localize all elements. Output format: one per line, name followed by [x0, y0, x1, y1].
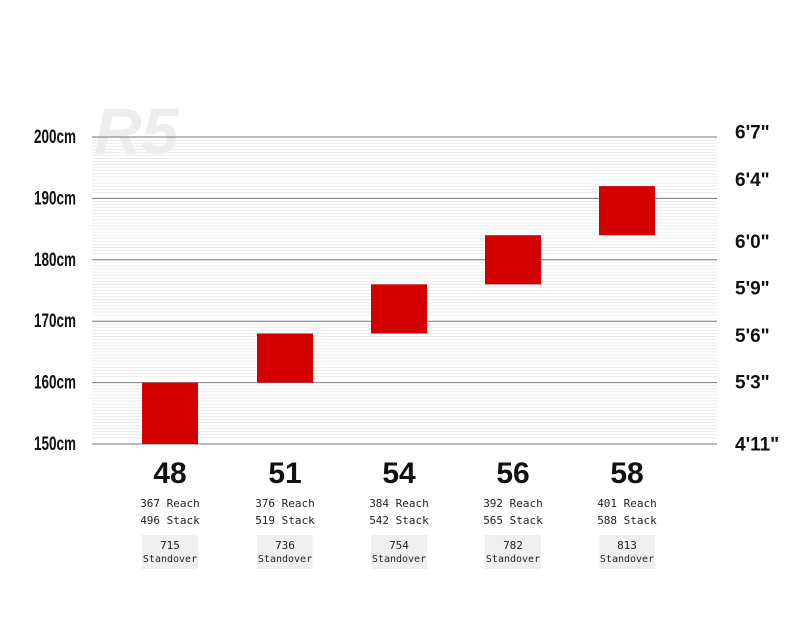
stack-value: 565 Stack: [483, 514, 543, 527]
left-tick-label: 200cm: [34, 127, 76, 148]
size-range-bar: [599, 186, 655, 236]
right-tick-label: 6'4": [735, 170, 770, 191]
bars: [142, 186, 655, 444]
standover-value: 736: [275, 539, 295, 552]
watermark-logo: R5: [94, 94, 180, 168]
standover-label: Standover: [372, 554, 426, 565]
reach-value: 392 Reach: [483, 497, 543, 510]
standover-label: Standover: [486, 554, 540, 565]
reach-value: 401 Reach: [597, 497, 657, 510]
reach-value: 376 Reach: [255, 497, 315, 510]
reach-value: 384 Reach: [369, 497, 429, 510]
standover-label: Standover: [600, 554, 654, 565]
size-range-bar: [485, 235, 541, 285]
standover-box: [599, 535, 655, 569]
left-tick-label: 180cm: [34, 250, 76, 271]
standover-box: [257, 535, 313, 569]
right-tick-label: 6'0": [735, 232, 770, 253]
left-tick-label: 170cm: [34, 311, 76, 332]
size-column: 54 384 Reach 542 Stack 754 Standover: [369, 457, 429, 569]
standover-box: [371, 535, 427, 569]
left-tick-label: 160cm: [34, 373, 76, 394]
standover-box: [485, 535, 541, 569]
right-tick-label: 5'6": [735, 326, 770, 347]
standover-value: 782: [503, 539, 523, 552]
size-range-bar: [142, 382, 198, 444]
standover-value: 715: [160, 539, 180, 552]
size-label: 54: [382, 457, 416, 490]
right-tick-label: 6'7": [735, 123, 770, 144]
right-tick-label: 5'3": [735, 373, 770, 394]
standover-value: 754: [389, 539, 409, 552]
left-axis: 200cm 190cm 180cm 170cm 160cm 150cm: [34, 127, 76, 455]
left-tick-label: 190cm: [34, 188, 76, 209]
standover-label: Standover: [143, 554, 197, 565]
size-range-bar: [257, 333, 313, 383]
size-column: 58 401 Reach 588 Stack 813 Standover: [597, 457, 657, 569]
standover-box: [142, 535, 198, 569]
standover-value: 813: [617, 539, 637, 552]
left-tick-label: 150cm: [34, 434, 76, 455]
size-column: 51 376 Reach 519 Stack 736 Standover: [255, 457, 315, 569]
standover-label: Standover: [258, 554, 312, 565]
right-tick-label: 4'11": [735, 435, 779, 456]
stack-value: 519 Stack: [255, 514, 315, 527]
size-column: 48 367 Reach 496 Stack 715 Standover: [140, 457, 200, 569]
size-range-bar: [371, 284, 427, 334]
right-tick-label: 5'9": [735, 279, 770, 300]
size-label: 48: [153, 457, 186, 490]
size-column: 56 392 Reach 565 Stack 782 Standover: [483, 457, 543, 569]
size-label: 56: [496, 457, 529, 490]
size-columns: 48 367 Reach 496 Stack 715 Standover 51 376 Re…: [140, 457, 657, 569]
reach-value: 367 Reach: [140, 497, 200, 510]
size-label: 51: [268, 457, 301, 490]
right-axis: 6'7" 6'4" 6'0" 5'9" 5'6" 5'3" 4'11": [735, 123, 779, 456]
size-label: 58: [610, 457, 643, 490]
stack-value: 588 Stack: [597, 514, 657, 527]
stack-value: 496 Stack: [140, 514, 200, 527]
stack-value: 542 Stack: [369, 514, 429, 527]
